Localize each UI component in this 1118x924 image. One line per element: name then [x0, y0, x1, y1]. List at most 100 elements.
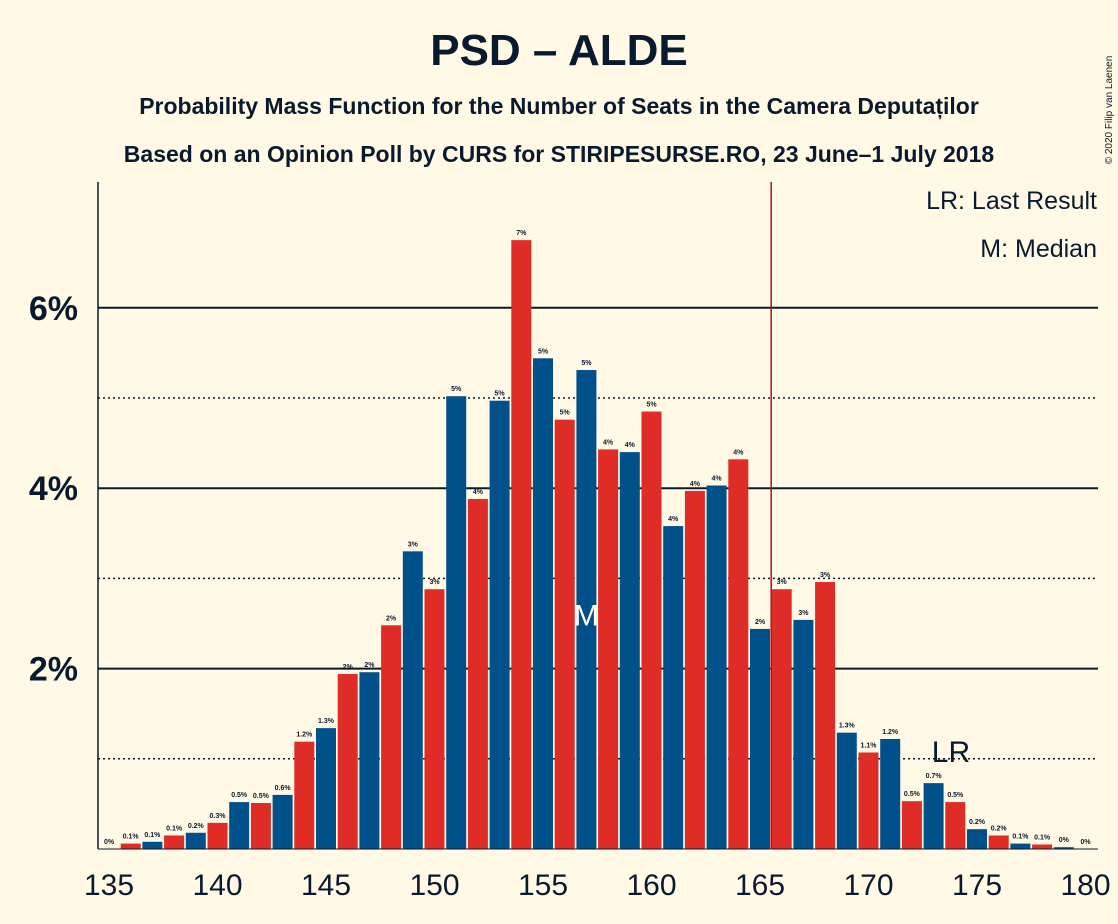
bar-seat-155: [533, 358, 553, 849]
bar-seat-144: [294, 741, 315, 849]
bar-value-label: 4%: [625, 442, 636, 449]
bar-labels-group: 0% 0.1% 0.1% 0.1% 0.2% 0.3% 0.5% 0.5% 0.6% 1.2% 1.…: [104, 230, 1091, 846]
last-result-marker: LR: [932, 736, 970, 769]
x-tick-label: 175: [952, 869, 1002, 902]
bar-seat-158: [598, 449, 619, 849]
x-tick-label: 135: [84, 869, 134, 902]
bar-seat-140: [207, 822, 228, 849]
bar-seat-156: [554, 419, 575, 849]
x-tick-label: 170: [843, 869, 893, 902]
bar-seat-137: [142, 841, 163, 849]
bar-value-label: 0%: [1059, 837, 1070, 844]
bar-seat-147: [359, 672, 380, 849]
bar-seat-150: [424, 589, 445, 849]
bar-seat-162: [684, 490, 705, 849]
bar-value-label: 2%: [386, 615, 397, 622]
bar-seat-170: [858, 752, 879, 849]
bar-seat-139: [185, 832, 206, 849]
bar-seat-153: [489, 400, 510, 849]
bar-seat-173: [923, 783, 944, 849]
x-tick-label: 145: [301, 869, 351, 902]
legend-last-result: LR: Last Result: [926, 187, 1097, 215]
bar-seat-166: [771, 589, 792, 849]
bars-group: [120, 240, 1074, 849]
bar-value-label: 2%: [343, 664, 354, 671]
bar-value-label: 3%: [777, 579, 788, 586]
bar-seat-148: [381, 625, 402, 849]
bar-value-label: 5%: [581, 360, 592, 367]
bar-value-label: 3%: [820, 572, 831, 579]
median-marker: M: [574, 599, 599, 632]
bar-value-label: 5%: [451, 386, 462, 393]
bar-value-label: 0.5%: [904, 791, 921, 798]
bar-value-label: 0.1%: [144, 832, 161, 839]
bar-value-label: 0.2%: [969, 819, 986, 826]
bar-value-label: 4%: [603, 439, 614, 446]
bar-seat-178: [1032, 844, 1053, 849]
chart-title: PSD – ALDE: [430, 26, 688, 75]
bar-value-label: 0.1%: [1034, 834, 1051, 841]
bar-value-label: 4%: [733, 449, 744, 456]
legend-background: [905, 180, 1100, 280]
copyright-text: © 2020 Filip van Laenen: [1104, 56, 1115, 165]
bar-value-label: 4%: [668, 516, 679, 523]
bar-seat-176: [988, 835, 1009, 849]
bar-value-label: 0%: [1080, 839, 1091, 846]
bar-value-label: 3%: [429, 579, 440, 586]
bar-value-label: 0.6%: [275, 785, 292, 792]
bar-seat-159: [619, 452, 640, 849]
bar-value-label: 4%: [690, 481, 701, 488]
bar-value-label: 0.3%: [210, 813, 227, 820]
y-tick-label: 2%: [29, 651, 78, 689]
bar-value-label: 0.5%: [231, 792, 248, 799]
bar-value-label: 0.5%: [253, 793, 270, 800]
y-tick-label: 6%: [29, 290, 78, 328]
chart-subtitle-1: Probability Mass Function for the Number…: [139, 93, 979, 120]
bar-value-label: 0.5%: [947, 792, 964, 799]
bar-value-label: 1.1%: [861, 742, 878, 749]
bar-value-label: 0.2%: [991, 825, 1008, 832]
bar-seat-174: [945, 802, 966, 849]
bar-seat-168: [815, 582, 836, 849]
x-tick-labels: 135 140 145 150 155 160 165 170 175 180: [84, 869, 1111, 902]
chart-subtitle-2: Based on an Opinion Poll by CURS for STI…: [124, 141, 995, 167]
x-tick-label: 140: [192, 869, 242, 902]
bar-value-label: 1.2%: [882, 729, 899, 736]
bar-value-label: 4%: [712, 475, 723, 482]
x-tick-label: 165: [735, 869, 785, 902]
grid-lines: [98, 306, 1098, 760]
bar-seat-145: [316, 728, 336, 849]
bar-value-label: 3%: [798, 610, 809, 617]
bar-seat-152: [467, 499, 488, 849]
bar-value-label: 0.1%: [1012, 834, 1029, 841]
bar-seat-171: [880, 738, 901, 849]
x-tick-label: 160: [626, 869, 676, 902]
bar-seat-160: [641, 411, 662, 849]
bar-seat-154: [511, 240, 532, 849]
bar-value-label: 1.2%: [296, 732, 313, 739]
bar-value-label: 0.1%: [166, 825, 183, 832]
bar-seat-172: [901, 801, 922, 849]
bar-seat-163: [706, 485, 727, 849]
bar-seat-175: [967, 829, 987, 849]
bar-seat-169: [836, 732, 857, 849]
bar-value-label: 4%: [473, 489, 484, 496]
bar-value-label: 5%: [495, 391, 506, 398]
bar-value-label: 7%: [516, 230, 527, 237]
bar-seat-149: [402, 551, 423, 849]
bar-value-label: 5%: [538, 348, 549, 355]
bar-seat-151: [446, 396, 467, 849]
bar-value-label: 3%: [408, 541, 419, 548]
bar-seat-167: [793, 619, 814, 849]
legend-median: M: Median: [980, 235, 1097, 263]
bar-seat-157: [576, 370, 597, 849]
y-tick-labels: 2% 4% 6%: [29, 290, 78, 689]
bar-seat-161: [663, 526, 684, 849]
bar-value-label: 2%: [755, 619, 766, 626]
bar-value-label: 0.2%: [188, 823, 205, 830]
x-tick-label: 150: [409, 869, 459, 902]
bar-value-label: 0.1%: [123, 834, 140, 841]
bar-seat-138: [164, 835, 185, 849]
bar-value-label: 1.3%: [839, 723, 856, 730]
